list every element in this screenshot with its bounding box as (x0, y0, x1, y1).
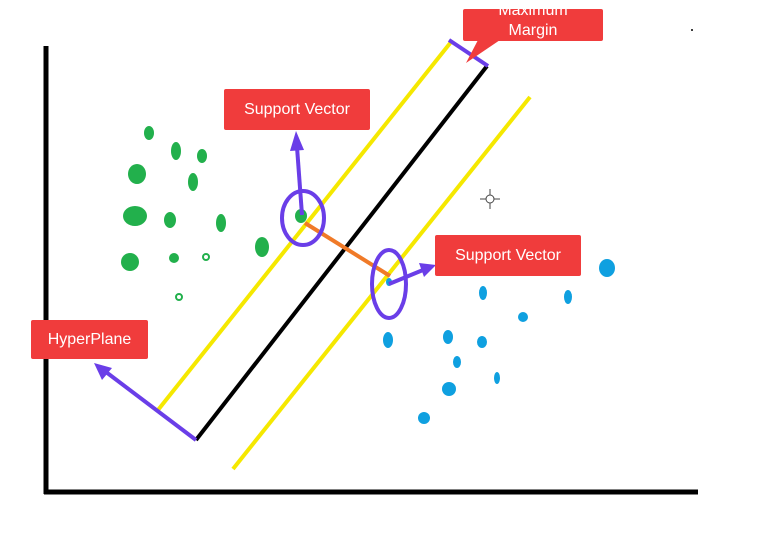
class-a-point (123, 206, 147, 226)
class-a-point (295, 209, 307, 223)
class-a-point (216, 214, 226, 232)
class-b-point (418, 412, 430, 424)
upper-margin-line (156, 40, 453, 412)
arrow-head-support-vector-bottom (419, 263, 436, 277)
hyperplane-line (194, 64, 489, 442)
class-b-point (383, 332, 393, 348)
class-b-point (564, 290, 572, 304)
class-a-point (144, 126, 154, 140)
class-b-point (518, 312, 528, 322)
support-vector-label-top-text: Support Vector (244, 100, 350, 118)
arrow-hyperplane (104, 370, 198, 442)
lower-margin-line (231, 95, 532, 471)
support-vector-label-bottom: Support Vector (435, 235, 581, 276)
class-a-point (175, 293, 183, 301)
class-a-point (169, 253, 179, 263)
crosshair-icon (480, 189, 500, 209)
support-vector-circle-top (280, 189, 326, 247)
class-a-point (188, 173, 198, 191)
maximum-margin-label-line2: Margin (508, 22, 558, 39)
class-a-point (128, 164, 146, 184)
arrow-support-vector-bottom (388, 268, 424, 286)
class-b-points (383, 259, 615, 424)
class-a-point (121, 253, 139, 271)
class-a-point (255, 237, 269, 257)
arrow-head-support-vector-top (290, 131, 304, 151)
margin-width-marker (447, 38, 490, 68)
class-a-point (171, 142, 181, 160)
support-vector-label-bottom-text: Support Vector (455, 246, 561, 264)
margin-callout-tail (466, 40, 500, 63)
class-b-point (479, 286, 487, 300)
support-vector-circle-bottom (370, 248, 408, 320)
class-a-points (121, 126, 307, 301)
class-b-point (494, 372, 500, 384)
support-vector-label-top: Support Vector (224, 89, 370, 130)
hyperplane-label: HyperPlane (31, 320, 148, 359)
class-b-point (443, 330, 453, 344)
class-b-point (453, 356, 461, 368)
stray-dot (691, 29, 693, 31)
maximum-margin-label-line1: Maximum (498, 2, 568, 19)
arrow-support-vector-top (295, 146, 304, 216)
class-b-point (477, 336, 487, 348)
hyperplane-label-text: HyperPlane (47, 330, 132, 348)
class-b-point (599, 259, 615, 277)
class-a-point (164, 212, 176, 228)
arrow-head-hyperplane (94, 363, 112, 380)
class-b-point (442, 382, 456, 396)
class-a-point (197, 149, 207, 163)
class-a-point (202, 253, 210, 261)
arrows (94, 38, 490, 442)
maximum-margin-label: Maximum Margin (463, 2, 603, 41)
margin-distance-line (303, 221, 392, 278)
